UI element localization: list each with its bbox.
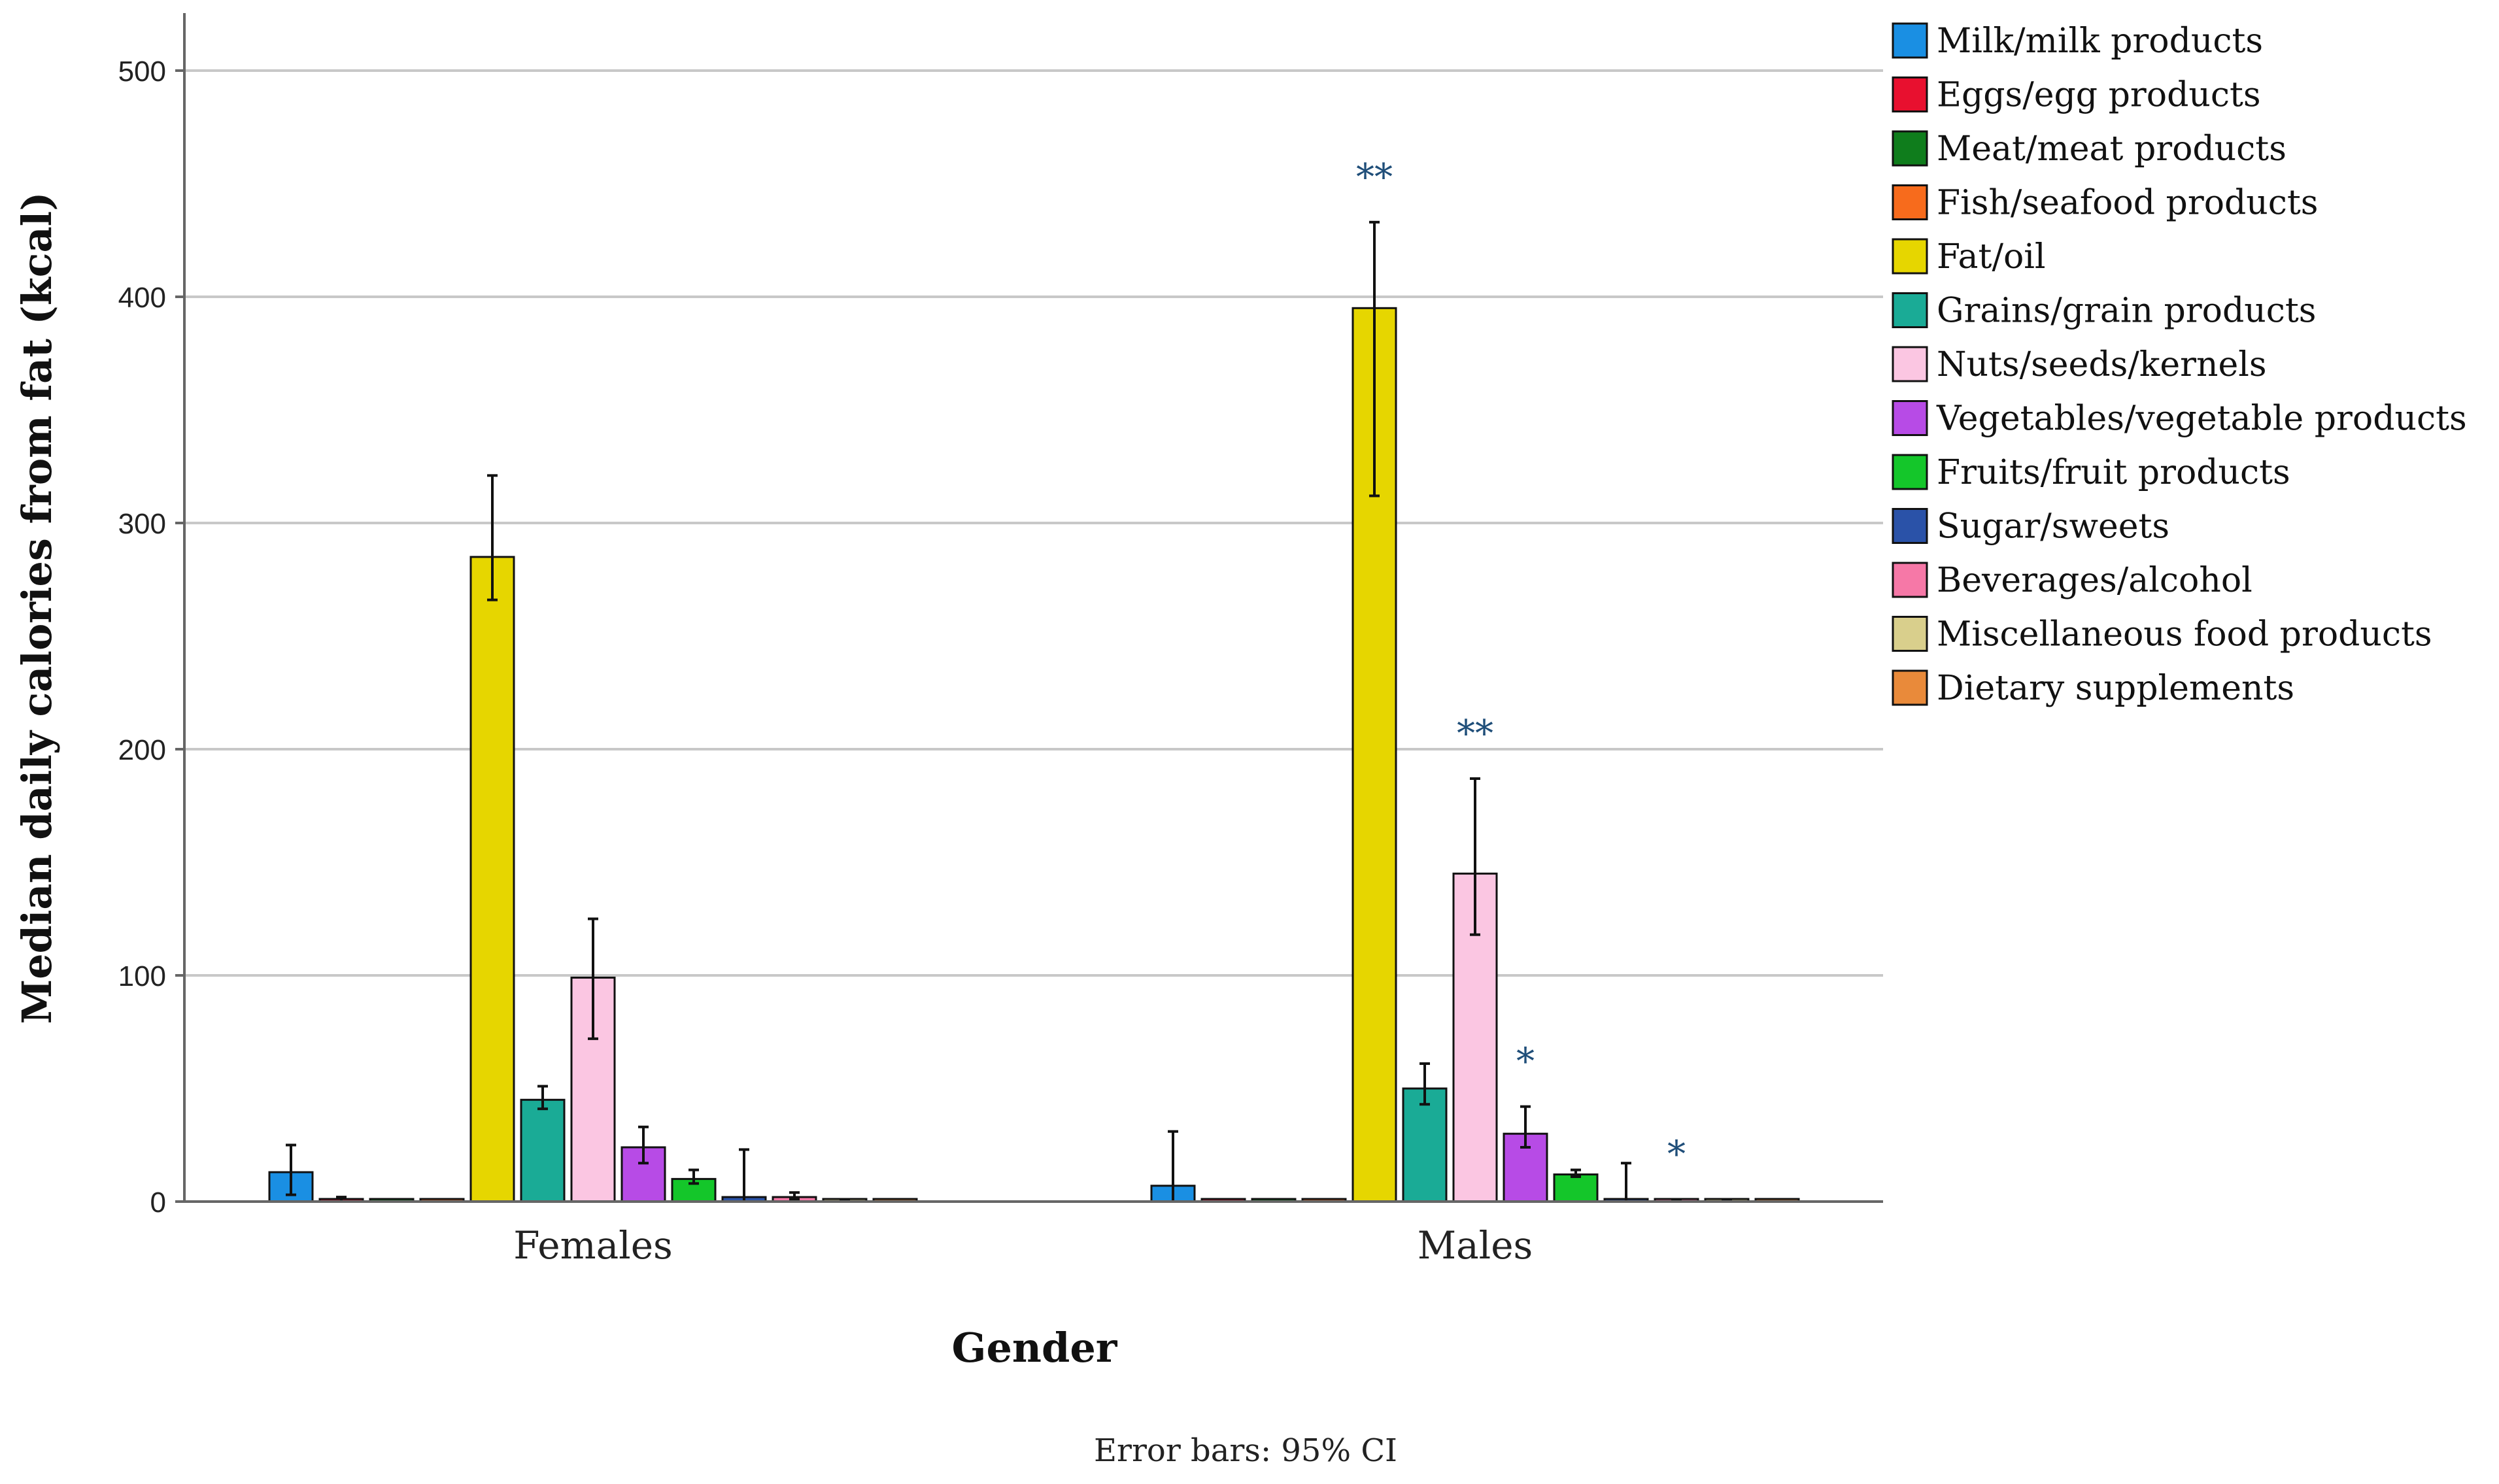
legend-label-4: Fat/oil — [1937, 237, 2046, 277]
legend-label-7: Vegetables/vegetable products — [1936, 399, 2467, 439]
category-label-females: Females — [513, 1223, 673, 1268]
legend-swatch-1 — [1892, 76, 1928, 112]
legend-label-3: Fish/seafood products — [1937, 184, 2318, 223]
error-bar-males-6 — [1470, 777, 1480, 936]
legend-item-7: Vegetables/vegetable products — [1892, 399, 2467, 439]
legend-item-4: Fat/oil — [1892, 237, 2046, 277]
legend-swatch-10 — [1892, 562, 1928, 598]
category-labels: Females Males — [513, 1223, 1533, 1268]
legend: Milk/milk products Eggs/egg products Meat/… — [1892, 22, 2467, 708]
y-axis-title: Median daily calories from fat (kcal) — [13, 192, 61, 1024]
error-bar-females-0 — [286, 1143, 296, 1196]
legend-label-11: Miscellaneous food products — [1937, 615, 2432, 654]
legend-label-2: Meat/meat products — [1937, 129, 2286, 169]
significance-males-6: ** — [1457, 713, 1493, 755]
legend-label-1: Eggs/egg products — [1937, 76, 2261, 115]
error-bar-males-8 — [1571, 1168, 1581, 1178]
error-bar-males-5 — [1420, 1062, 1430, 1106]
error-bar-females-10 — [789, 1191, 800, 1201]
legend-item-3: Fish/seafood products — [1892, 184, 2318, 223]
legend-swatch-4 — [1892, 238, 1928, 275]
gridlines — [184, 69, 1883, 977]
legend-item-5: Grains/grain products — [1892, 292, 2316, 331]
error-bar-males-9 — [1621, 1162, 1631, 1203]
y-axis-ticks: 0 100 200 300 400 500 — [118, 56, 184, 1219]
bar-females-4 — [469, 556, 515, 1203]
legend-label-5: Grains/grain products — [1937, 292, 2316, 331]
legend-item-6: Nuts/seeds/kernels — [1892, 345, 2267, 384]
legend-swatch-2 — [1892, 130, 1928, 167]
legend-label-9: Sugar/sweets — [1937, 507, 2169, 547]
significance-marks: ****** — [1356, 156, 1686, 1176]
legend-swatch-3 — [1892, 184, 1928, 220]
error-bar-females-9 — [739, 1148, 749, 1203]
legend-label-10: Beverages/alcohol — [1937, 561, 2252, 600]
legend-item-1: Eggs/egg products — [1892, 76, 2261, 115]
error-bar-males-7 — [1520, 1105, 1531, 1149]
legend-swatch-12 — [1892, 669, 1928, 706]
error-bar-males-4 — [1369, 220, 1380, 497]
y-tick-label-500: 500 — [118, 56, 166, 88]
error-bar-females-4 — [487, 474, 498, 601]
bar-females-5 — [520, 1098, 566, 1203]
legend-swatch-5 — [1892, 292, 1928, 328]
legend-item-8: Fruits/fruit products — [1892, 453, 2290, 492]
legend-item-0: Milk/milk products — [1892, 22, 2263, 61]
error-bar-females-7 — [638, 1125, 649, 1165]
legend-item-2: Meat/meat products — [1892, 129, 2286, 169]
significance-males-10: * — [1667, 1134, 1686, 1176]
error-bar-females-8 — [688, 1168, 699, 1185]
significance-males-7: * — [1516, 1041, 1535, 1083]
legend-swatch-9 — [1892, 508, 1928, 544]
legend-swatch-6 — [1892, 346, 1928, 382]
error-bar-females-5 — [537, 1085, 548, 1111]
bars — [268, 307, 1800, 1203]
legend-swatch-8 — [1892, 454, 1928, 490]
category-label-males: Males — [1418, 1223, 1533, 1268]
x-axis-title: Gender — [952, 1324, 1118, 1372]
legend-swatch-11 — [1892, 616, 1928, 652]
significance-males-4: ** — [1356, 156, 1393, 199]
y-tick-label-400: 400 — [118, 282, 166, 314]
legend-swatch-7 — [1892, 400, 1928, 436]
y-tick-label-200: 200 — [118, 734, 166, 766]
error-bar-females-6 — [588, 917, 598, 1040]
legend-item-10: Beverages/alcohol — [1892, 561, 2252, 600]
error-bars-note: Error bars: 95% CI — [1094, 1432, 1397, 1469]
legend-label-0: Milk/milk products — [1937, 22, 2263, 61]
legend-label-8: Fruits/fruit products — [1937, 453, 2290, 492]
legend-swatch-0 — [1892, 22, 1928, 59]
y-tick-label-100: 100 — [118, 960, 166, 992]
legend-item-12: Dietary supplements — [1892, 669, 2294, 708]
legend-item-11: Miscellaneous food products — [1892, 615, 2432, 654]
y-tick-label-0: 0 — [150, 1187, 166, 1219]
y-tick-label-300: 300 — [118, 508, 166, 540]
bar-males-8 — [1553, 1173, 1599, 1203]
legend-label-6: Nuts/seeds/kernels — [1937, 345, 2267, 384]
legend-label-12: Dietary supplements — [1937, 669, 2294, 708]
legend-item-9: Sugar/sweets — [1892, 507, 2169, 547]
